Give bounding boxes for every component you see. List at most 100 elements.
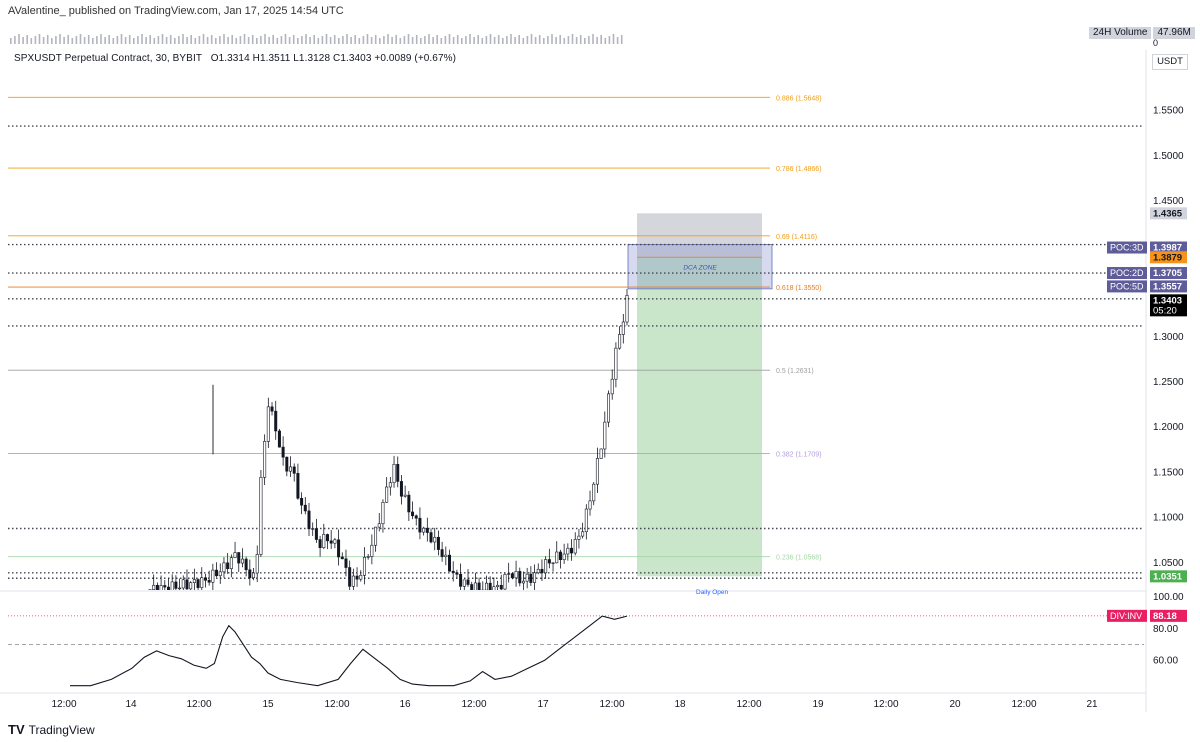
volume-bar — [485, 36, 488, 44]
candle-body — [433, 536, 437, 543]
volume-bar — [145, 37, 147, 44]
candle-body — [192, 579, 196, 583]
volume-bar — [514, 37, 516, 44]
rsi-badge-value-bg — [1150, 609, 1187, 622]
time-tick-label: 14 — [125, 699, 137, 710]
volume-bar — [51, 38, 53, 44]
candle-body — [211, 569, 215, 583]
volume-bar — [87, 35, 90, 44]
candle-body — [237, 552, 241, 564]
candle-body — [178, 587, 182, 590]
volume-bar — [251, 35, 254, 44]
candle-body — [152, 584, 156, 590]
candle-body — [307, 510, 311, 530]
take-profit-zone — [637, 257, 762, 577]
candle-body — [266, 406, 270, 442]
volume-bar — [26, 35, 28, 44]
volume-bar — [305, 34, 307, 44]
volume-bar — [133, 38, 135, 44]
candle-body — [484, 582, 488, 590]
volume-bar — [469, 34, 471, 44]
candle-body — [318, 539, 322, 548]
rsi-tick-label: 100.00 — [1153, 592, 1184, 603]
volume-bar — [391, 37, 393, 44]
candle-body — [547, 559, 551, 564]
volume-bar — [612, 34, 615, 44]
volume-bar — [518, 35, 520, 44]
candle-body — [329, 540, 333, 544]
fib-level-label: 0.786 (1.4866) — [776, 166, 822, 173]
daily-open-label: Daily Open — [696, 589, 729, 596]
candle-body — [155, 584, 159, 590]
candle-body — [370, 544, 374, 557]
volume-bar — [301, 36, 303, 44]
volume-bar — [59, 34, 61, 44]
candle-body — [521, 580, 525, 584]
candle-body — [303, 504, 307, 512]
candle-body — [252, 572, 256, 579]
fib-level-label: 0.886 (1.5648) — [776, 95, 822, 102]
price-badge — [1150, 251, 1187, 264]
volume-bar — [510, 34, 512, 44]
volume-bar — [452, 37, 455, 44]
candle-body — [603, 421, 607, 450]
fib-level-label: 0.5 (1.2631) — [776, 368, 814, 375]
volume-bar — [186, 37, 188, 44]
volume-bar — [313, 35, 315, 44]
candle-body — [333, 539, 337, 544]
volume-bar — [215, 38, 217, 44]
candle-body — [595, 458, 599, 485]
volume-bar — [481, 38, 484, 44]
volume-bar — [321, 36, 324, 44]
candle-body — [325, 534, 329, 542]
volume-bar — [67, 35, 69, 44]
rsi-tick-label: 60.00 — [1153, 655, 1178, 666]
published-header: AValentine_ published on TradingView.com… — [8, 5, 344, 17]
candle-body — [185, 579, 189, 590]
candle-body — [492, 586, 496, 590]
candle-body — [300, 497, 304, 506]
currency-button[interactable]: USDT — [1152, 54, 1188, 70]
price-tick-label: 1.1000 — [1153, 513, 1184, 524]
volume-bar — [10, 38, 12, 44]
volume-bar — [366, 34, 369, 44]
price-tick-label: 1.2500 — [1153, 377, 1184, 388]
volume-bar — [227, 37, 229, 44]
candle-body — [473, 582, 477, 590]
candle-body — [562, 553, 566, 560]
price-badge-value: 1.3705 — [1153, 268, 1183, 279]
time-tick-label: 15 — [262, 699, 274, 710]
volume-bar — [383, 36, 385, 44]
candle-body — [248, 569, 252, 579]
price-tick-label: 1.0500 — [1153, 558, 1184, 569]
volume-bar — [362, 36, 365, 44]
volume-bar — [342, 36, 344, 44]
price-badge-value: 1.3557 — [1153, 281, 1182, 292]
fib-level-label: 0.69 (1.4116) — [776, 234, 817, 241]
volume-bar — [415, 35, 418, 44]
candle-body — [203, 577, 207, 581]
candle-body — [488, 582, 492, 590]
volume-bar — [497, 35, 500, 44]
volume-bar — [219, 36, 221, 44]
volume-bar — [522, 38, 525, 44]
candle-body — [244, 558, 248, 571]
volume-bar — [223, 34, 225, 44]
candles — [148, 289, 629, 590]
volume-bar — [112, 38, 115, 44]
candle-body — [614, 347, 618, 380]
time-tick-label: 12:00 — [324, 699, 349, 710]
stop-loss-zone — [637, 213, 762, 258]
rsi-line — [70, 615, 628, 687]
candle-body — [403, 494, 407, 497]
volume-bar — [432, 37, 434, 44]
volume-bar — [567, 36, 570, 44]
volume-bar — [292, 35, 295, 44]
volume-bar — [424, 36, 426, 44]
candle-body — [588, 500, 592, 510]
volume-bar — [616, 37, 619, 44]
poc-label-badge — [1107, 267, 1147, 280]
volume-bar — [506, 36, 508, 44]
volume-bar — [247, 37, 250, 44]
